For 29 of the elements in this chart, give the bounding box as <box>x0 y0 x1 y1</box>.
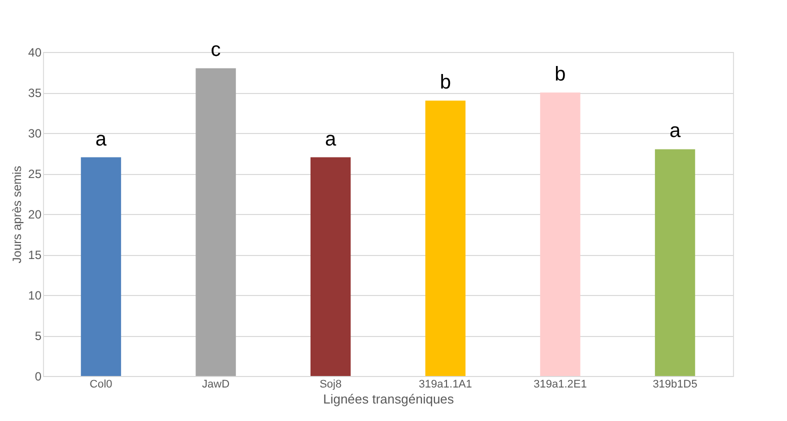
bar <box>425 100 466 376</box>
bar <box>654 149 696 376</box>
x-tick-label: 319a1.1A1 <box>418 378 472 390</box>
bar <box>310 157 351 376</box>
x-tick-label: Col0 <box>90 378 112 390</box>
x-tick-label: 319b1D5 <box>652 378 698 390</box>
y-tick-label: 40 <box>28 46 42 60</box>
annotation: b <box>440 72 451 94</box>
annotation: c <box>210 39 221 62</box>
annotation: b <box>554 64 566 86</box>
y-tick-label: 15 <box>28 248 42 262</box>
bar <box>80 157 122 376</box>
y-tick-label: 20 <box>28 208 42 222</box>
x-tick-label: 319a1.2E1 <box>534 378 587 390</box>
y-tick-label: 30 <box>28 126 42 140</box>
annotation: a <box>669 120 682 142</box>
y-tick-label: 10 <box>28 288 42 302</box>
bar <box>196 68 236 376</box>
y-tick-label: 35 <box>28 86 42 100</box>
x-axis-title: Lignées transgéniques <box>323 392 454 406</box>
x-tick-label: JawD <box>202 378 230 390</box>
x-tick-label: Soj8 <box>320 378 342 390</box>
y-tick-label: 0 <box>34 370 42 384</box>
bar <box>540 92 580 376</box>
y-tick-label: 5 <box>34 329 42 343</box>
y-tick-label: 25 <box>28 167 42 181</box>
annotation: a <box>325 128 338 150</box>
y-axis-title: Jours après semis <box>10 166 24 264</box>
annotation: a <box>95 128 108 150</box>
